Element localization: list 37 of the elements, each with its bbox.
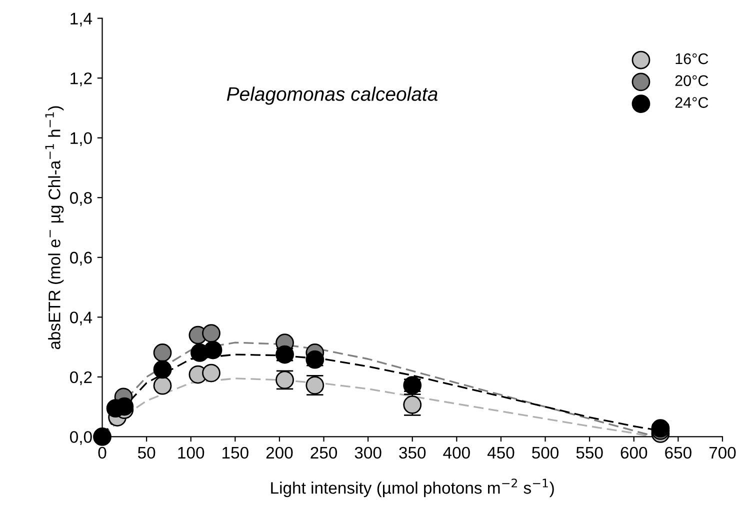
x-tick-label: 250 [310,446,338,459]
x-tick-label: 400 [443,446,470,459]
point [202,364,220,382]
y-tick-label: 1,2 [70,72,92,86]
x-tick-label: 350 [399,446,426,459]
legend-label: 16°C [676,53,708,64]
y-tick-label: 1,0 [70,132,92,146]
legend-label: 24°C [675,97,708,108]
y-tick-label: 0,4 [70,312,92,326]
y-axis-title: absETR (mol e$^{−}$ µg Chl-a$^{−1}$ h$^{−1}$) [45,106,64,350]
legend-label: 20°C [675,75,708,86]
x-tick-label: 150 [222,446,248,459]
point [93,428,112,446]
point [153,376,172,395]
x-tick-label: 600 [620,446,648,459]
x-tick-label: 100 [178,446,204,459]
x-tick-label: 500 [532,446,559,459]
x-tick-label: 450 [487,446,514,459]
y-tick-label: 0,2 [70,371,92,386]
y-tick-label: 0,0 [70,431,92,445]
point [306,350,324,369]
x-tick-label: 200 [266,446,293,459]
x-tick-label: 0 [98,446,106,459]
y-tick-label: 0,6 [70,252,92,266]
x-tick-label: 550 [576,446,603,459]
x-tick-label: 50 [138,446,156,459]
x-tick-label: 300 [354,446,382,459]
point [202,324,220,342]
point [204,340,222,360]
y-tick-label: 1,4 [70,12,92,26]
x-axis-title: Light intensity (µmol photons m$^{−2}$ s$^{−1}$) [271,478,554,498]
point [153,360,172,379]
x-tick-label: 700 [709,446,736,459]
point [153,344,172,362]
text: Pelagomonas calceolata [226,86,438,105]
x-tick-label: 650 [665,446,692,459]
y-tick-label: 0,8 [70,192,92,206]
